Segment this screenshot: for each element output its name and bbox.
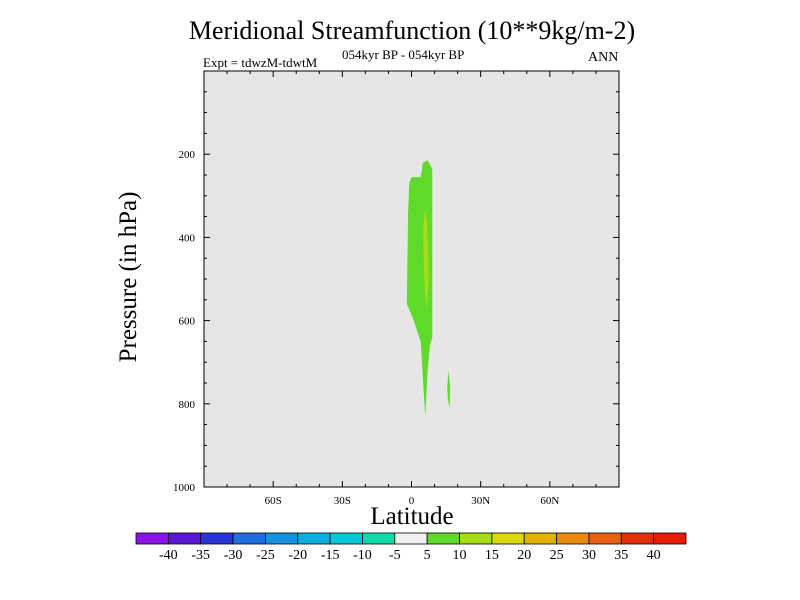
chart-title: Meridional Streamfunction (10**9kg/m-2)	[188, 16, 636, 45]
colorbar-swatch-10	[426, 532, 460, 545]
experiment-label: Expt = tdwzM-tdwtM	[203, 55, 318, 70]
colorbar-swatch-1	[135, 532, 169, 545]
colorbar-label--10: -10	[353, 548, 372, 563]
colorbar-swatch-9	[394, 532, 428, 545]
colorbar-swatch-12	[491, 532, 525, 545]
colorbar-label-25: 25	[550, 548, 564, 563]
colorbar-swatch-17	[653, 532, 687, 545]
colorbar-label--35: -35	[191, 548, 210, 563]
colorbar-swatch-5	[265, 532, 299, 545]
colorbar-label--5: -5	[389, 548, 401, 563]
colorbar-label-5: 5	[424, 548, 431, 563]
colorbar: -40 -35 -30 -25 -20 -15 -10 -5 5 10 15 20 25 30 35 40	[135, 532, 687, 563]
colorbar-swatch-8	[362, 532, 396, 545]
colorbar-swatch-13	[523, 532, 557, 545]
contour-layer	[406, 160, 451, 417]
colorbar-label-30: 30	[582, 548, 596, 563]
colorbar-label--40: -40	[159, 548, 178, 563]
colorbar-swatch-7	[329, 532, 363, 545]
colorbar-label-35: 35	[614, 548, 628, 563]
contour-region-2	[423, 208, 429, 313]
y-tick-label-400: 400	[179, 232, 196, 244]
colorbar-label-40: 40	[647, 548, 661, 563]
colorbar-label-20: 20	[517, 548, 531, 563]
colorbar-label-15: 15	[485, 548, 499, 563]
chart-subtitle: 054kyr BP - 054kyr BP	[342, 47, 465, 62]
colorbar-swatch-15	[588, 532, 622, 545]
x-tick-label-30S: 30S	[334, 495, 351, 507]
axis-ticks: 200 400 600 800 1000 60S 30S 0 30N 60N	[173, 71, 619, 507]
colorbar-swatch-3	[200, 532, 234, 545]
x-tick-label-0: 0	[409, 495, 415, 507]
colorbar-swatch-4	[232, 532, 266, 545]
colorbar-label--30: -30	[224, 548, 243, 563]
x-tick-label-60S: 60S	[265, 495, 282, 507]
colorbar-label--25: -25	[256, 548, 275, 563]
y-tick-label-600: 600	[179, 316, 196, 328]
y-tick-label-200: 200	[179, 149, 196, 161]
colorbar-label-10: 10	[453, 548, 467, 563]
x-axis-label: Latitude	[370, 503, 454, 530]
x-tick-label-30N: 30N	[471, 495, 490, 507]
colorbar-swatch-2	[167, 532, 202, 545]
x-tick-label-60N: 60N	[540, 495, 559, 507]
colorbar-swatch-14	[556, 532, 590, 545]
y-tick-label-1000: 1000	[173, 482, 196, 494]
y-tick-label-800: 800	[179, 399, 196, 411]
colorbar-label--20: -20	[288, 548, 307, 563]
colorbar-swatch-16	[620, 532, 655, 545]
colorbar-swatch-11	[459, 532, 493, 545]
colorbar-label--15: -15	[321, 548, 340, 563]
season-label: ANN	[588, 50, 619, 65]
contour-region-3	[447, 370, 451, 408]
colorbar-swatch-6	[297, 532, 331, 545]
